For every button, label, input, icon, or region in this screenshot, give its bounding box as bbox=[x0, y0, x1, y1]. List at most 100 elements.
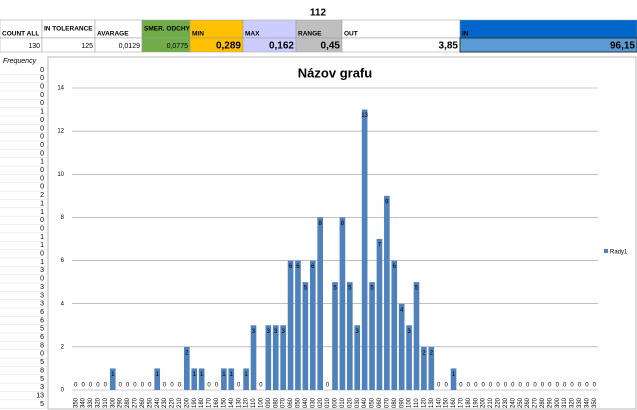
x-tick-label: 300 bbox=[110, 397, 116, 408]
summary-value: 0,45 bbox=[321, 41, 341, 52]
frequency-label: Frequency bbox=[3, 58, 37, 65]
x-tick-label: 140 bbox=[229, 397, 235, 408]
sheet-title: 112 bbox=[310, 8, 327, 19]
bar bbox=[309, 260, 316, 390]
x-tick-label: 230 bbox=[503, 397, 509, 408]
frequency-cell: 6 bbox=[40, 309, 44, 316]
header-label: AVARAGE bbox=[97, 31, 129, 38]
data-label: 8 bbox=[341, 221, 345, 227]
header-cell bbox=[341, 19, 461, 39]
x-tick-label: 230 bbox=[162, 397, 168, 408]
frequency-cell: 3 bbox=[40, 292, 44, 299]
bar bbox=[280, 325, 286, 390]
bar bbox=[398, 303, 405, 390]
frequency-cell: 0 bbox=[40, 150, 44, 157]
data-label: 0 bbox=[141, 383, 145, 389]
header-label: OUT bbox=[344, 31, 358, 38]
frequency-cell: 0 bbox=[40, 217, 44, 224]
x-tick-label: 160 bbox=[214, 397, 220, 408]
x-tick-label: 030 bbox=[310, 397, 316, 408]
x-tick-label: 100 bbox=[407, 397, 413, 408]
data-label: 13 bbox=[361, 113, 368, 119]
x-tick-label: 190 bbox=[473, 397, 479, 408]
data-label: 0 bbox=[526, 383, 530, 389]
x-tick-label: 260 bbox=[525, 397, 531, 408]
x-tick-label: 070 bbox=[384, 397, 390, 408]
legend-label: Rady1 bbox=[610, 250, 628, 256]
bar bbox=[428, 346, 435, 390]
frequency-cell: 0 bbox=[40, 351, 44, 358]
y-tick-label: 6 bbox=[61, 258, 65, 264]
data-label: 0 bbox=[237, 383, 241, 389]
data-label: 0 bbox=[489, 383, 493, 389]
data-label: 0 bbox=[467, 383, 471, 389]
frequency-cell: 0 bbox=[40, 67, 44, 74]
data-label: 0 bbox=[81, 383, 85, 389]
y-tick-label: 8 bbox=[61, 215, 65, 221]
data-label: 0 bbox=[578, 383, 582, 389]
x-tick-label: 170 bbox=[459, 397, 465, 408]
data-label: 0 bbox=[548, 383, 552, 389]
x-tick-label: 320 bbox=[96, 397, 102, 408]
x-tick-label: 180 bbox=[466, 397, 472, 408]
bar bbox=[243, 368, 249, 390]
x-tick-label: 020 bbox=[347, 397, 353, 408]
data-label: 0 bbox=[96, 383, 100, 389]
x-tick-label: 240 bbox=[510, 397, 516, 408]
data-label: 0 bbox=[170, 383, 174, 389]
x-tick-label: 050 bbox=[296, 397, 302, 408]
data-label: 2 bbox=[430, 350, 434, 356]
x-tick-label: 350 bbox=[592, 397, 598, 408]
x-tick-label: 310 bbox=[562, 397, 568, 408]
x-tick-label: 010 bbox=[340, 397, 346, 408]
x-tick-label: 030 bbox=[355, 397, 361, 408]
x-tick-label: 240 bbox=[155, 397, 161, 408]
data-label: 0 bbox=[326, 383, 330, 389]
bar bbox=[198, 368, 205, 390]
bar bbox=[317, 217, 323, 390]
frequency-cell: 0 bbox=[40, 175, 44, 182]
frequency-cell: 3 bbox=[40, 384, 44, 391]
bar bbox=[406, 325, 412, 390]
summary-value: 130 bbox=[28, 43, 40, 50]
data-label: 1 bbox=[452, 372, 456, 378]
data-label: 1 bbox=[200, 372, 204, 378]
x-tick-label: 320 bbox=[570, 397, 576, 408]
summary-value: 125 bbox=[81, 43, 93, 50]
header-label: SMER. ODCHYLKA bbox=[144, 26, 204, 33]
bar bbox=[272, 325, 279, 390]
x-tick-label: 280 bbox=[125, 397, 131, 408]
frequency-cell: 1 bbox=[40, 200, 44, 207]
data-label: 0 bbox=[519, 383, 523, 389]
x-tick-label: 080 bbox=[273, 397, 279, 408]
data-label: 0 bbox=[126, 383, 130, 389]
x-tick-label: 120 bbox=[421, 397, 427, 408]
x-tick-label: 020 bbox=[318, 397, 324, 408]
frequency-cell: 1 bbox=[40, 234, 44, 241]
y-tick-label: 0 bbox=[61, 388, 65, 394]
data-label: 5 bbox=[348, 286, 352, 292]
frequency-cell: 5 bbox=[40, 326, 44, 333]
bar bbox=[384, 195, 390, 390]
frequency-cell: 6 bbox=[40, 334, 44, 341]
frequency-cell: 0 bbox=[40, 167, 44, 174]
x-tick-label: 130 bbox=[429, 397, 435, 408]
bar bbox=[250, 325, 257, 390]
data-label: 9 bbox=[385, 199, 389, 205]
frequency-cell: 0 bbox=[40, 225, 44, 232]
frequency-cell: 0 bbox=[40, 84, 44, 91]
data-label: 0 bbox=[474, 383, 478, 389]
data-label: 0 bbox=[178, 383, 182, 389]
data-label: 0 bbox=[163, 383, 167, 389]
x-tick-label: 090 bbox=[266, 397, 272, 408]
frequency-cell: 8 bbox=[40, 342, 44, 349]
frequency-cell: 0 bbox=[40, 92, 44, 99]
data-label: 0 bbox=[148, 383, 152, 389]
data-label: 0 bbox=[593, 383, 597, 389]
bar bbox=[154, 368, 161, 390]
data-label: 0 bbox=[556, 383, 560, 389]
data-label: 0 bbox=[533, 383, 537, 389]
data-label: 1 bbox=[230, 372, 234, 378]
frequency-cell: 5 bbox=[40, 401, 44, 408]
x-tick-label: 330 bbox=[88, 397, 94, 408]
